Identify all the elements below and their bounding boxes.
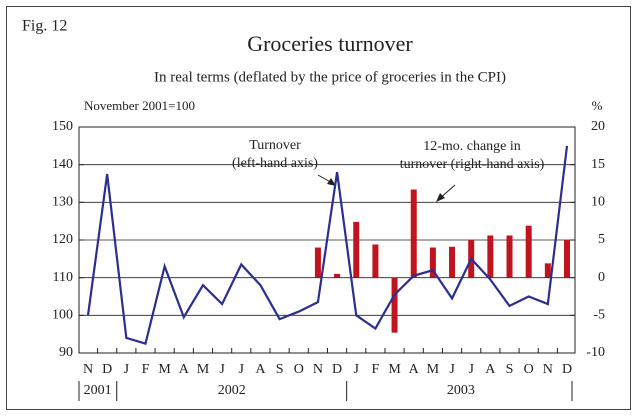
x-tick-label: M — [388, 362, 401, 377]
y2-tick-label: -5 — [593, 308, 605, 323]
x-tick-label: J — [239, 362, 245, 377]
x-tick-label: D — [102, 362, 112, 377]
bar — [372, 244, 379, 278]
y-tick-label: 130 — [52, 195, 73, 210]
frame — [6, 6, 631, 410]
bar — [334, 273, 341, 278]
year-label: 2003 — [447, 383, 475, 398]
chart-title: Groceries turnover — [247, 31, 413, 56]
x-tick-label: O — [294, 362, 304, 377]
y-tick-label: 90 — [59, 345, 73, 360]
x-tick-label: M — [197, 362, 210, 377]
bar — [449, 246, 456, 278]
bar — [487, 235, 494, 278]
x-tick-label: J — [449, 362, 455, 377]
x-tick-label: S — [506, 362, 514, 377]
year-label: 2001 — [84, 383, 112, 398]
x-tick-label: J — [468, 362, 474, 377]
x-tick-label: F — [372, 362, 380, 377]
y2-tick-label: 5 — [598, 232, 605, 247]
bar — [544, 263, 551, 278]
x-tick-label: M — [427, 362, 440, 377]
y-axis-label: November 2001=100 — [84, 98, 195, 113]
bar — [353, 221, 360, 278]
x-tick-label: F — [142, 362, 150, 377]
line — [86, 145, 569, 345]
y-tick-label: 140 — [52, 157, 73, 172]
y2-tick-label: 20 — [591, 119, 605, 134]
bar — [314, 247, 321, 278]
annotation: Turnover — [249, 138, 301, 153]
y-tick-label: 120 — [52, 232, 73, 247]
bar — [525, 225, 532, 278]
bar — [564, 240, 570, 278]
x-tick-label: A — [409, 362, 420, 377]
x-tick-label: O — [524, 362, 534, 377]
y2-tick-label: 0 — [598, 270, 605, 285]
annotation: 12-mo. change in — [423, 139, 521, 154]
y-tick-label: 100 — [52, 308, 73, 323]
x-tick-label: D — [562, 362, 572, 377]
y2-tick-label: 15 — [591, 157, 605, 172]
x-tick-label: N — [83, 362, 93, 377]
figure-label: Fig. 12 — [22, 18, 67, 35]
x-tick-label: A — [179, 362, 190, 377]
x-tick-label: S — [276, 362, 284, 377]
x-tick-label: J — [124, 362, 130, 377]
y-tick-label: 110 — [53, 270, 73, 285]
annotation: (left-hand axis) — [232, 156, 318, 171]
y2-tick-label: 10 — [591, 195, 605, 210]
bar — [429, 247, 436, 278]
bar — [410, 189, 417, 278]
x-tick-label: J — [354, 362, 360, 377]
annotation: turnover (right-hand axis) — [400, 157, 545, 172]
y-tick-label: 150 — [52, 119, 73, 134]
x-tick-label: A — [255, 362, 266, 377]
x-tick-label: N — [313, 362, 323, 377]
x-tick-label: D — [332, 362, 342, 377]
annotation-arrowhead — [327, 178, 336, 186]
x-tick-label: N — [543, 362, 553, 377]
year-label: 2002 — [218, 383, 246, 398]
chart-subtitle: In real terms (deflated by the price of … — [154, 69, 506, 85]
y2-tick-label: -10 — [586, 345, 605, 360]
bar — [391, 277, 398, 333]
bar — [506, 235, 513, 278]
x-tick-label: M — [158, 362, 171, 377]
x-tick-label: J — [219, 362, 225, 377]
x-tick-label: A — [485, 362, 496, 377]
y2-axis-label: % — [592, 98, 603, 113]
annotation-arrowhead — [436, 193, 445, 202]
